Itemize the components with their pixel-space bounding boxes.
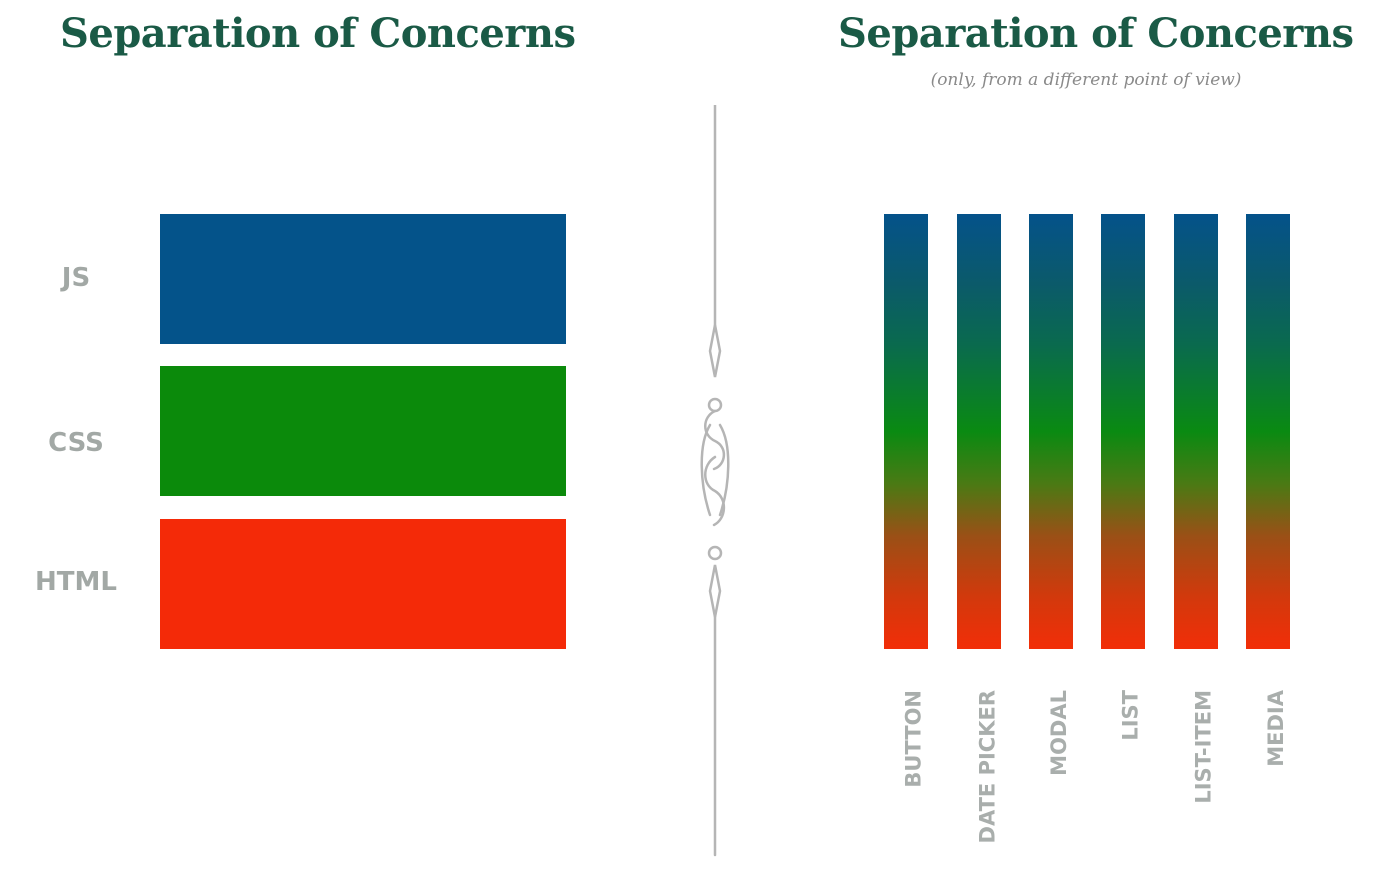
layer-label-js: JS <box>61 263 91 293</box>
js-layer-bar <box>160 214 566 344</box>
component-label-date-picker-text: DATE PICKER <box>975 690 999 844</box>
right-subtitle: (only, from a different point of view) <box>930 70 1242 90</box>
component-label-modal: MODAL <box>1029 690 1073 865</box>
component-bar-button <box>884 214 928 649</box>
css-layer-bar <box>160 366 566 496</box>
layer-label-html: HTML <box>35 567 117 597</box>
layer-label-css: CSS <box>48 428 104 458</box>
component-bar-date-picker <box>957 214 1001 649</box>
right-title: Separation of Concerns <box>838 10 1354 57</box>
html-layer-bar <box>160 519 566 649</box>
component-label-media-text: MEDIA <box>1264 690 1288 767</box>
component-label-list-item-text: LIST-ITEM <box>1192 690 1216 804</box>
component-bar-list <box>1101 214 1145 649</box>
ornamental-divider <box>700 105 730 857</box>
component-label-date-picker: DATE PICKER <box>957 690 1001 865</box>
component-bar-modal <box>1029 214 1073 649</box>
component-label-modal-text: MODAL <box>1047 690 1071 776</box>
component-bar-media <box>1246 214 1290 649</box>
component-label-list-text: LIST <box>1119 690 1143 741</box>
component-label-list-item: LIST-ITEM <box>1174 690 1218 865</box>
component-label-button-text: BUTTON <box>902 690 926 788</box>
left-title: Separation of Concerns <box>60 10 576 57</box>
component-label-list: LIST <box>1101 690 1145 865</box>
component-label-media: MEDIA <box>1246 690 1290 865</box>
component-label-button: BUTTON <box>884 690 928 865</box>
component-bar-list-item <box>1174 214 1218 649</box>
